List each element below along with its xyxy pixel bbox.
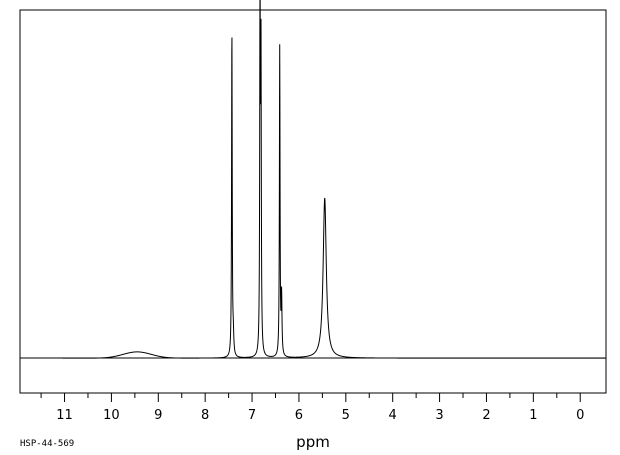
x-axis-label: ppm (296, 433, 330, 451)
x-axis-tick-labels: 11 10 9 8 7 6 5 4 3 2 1 0 (56, 408, 584, 423)
tick-label: 0 (576, 408, 584, 423)
sample-code: HSP-44-569 (20, 439, 74, 449)
tick-label: 2 (482, 408, 490, 423)
tick-label: 10 (103, 408, 120, 423)
x-axis-ticks (40, 393, 581, 402)
tick-label: 7 (248, 408, 256, 423)
tick-label: 3 (435, 408, 443, 423)
tick-label: 8 (201, 408, 209, 423)
tick-label: 4 (389, 408, 397, 423)
spectrum-trace (62, 0, 607, 359)
plot-frame (19, 9, 607, 394)
tick-label: 5 (342, 408, 350, 423)
tick-label: 1 (529, 408, 537, 423)
tick-label: 9 (154, 408, 162, 423)
tick-label: 11 (56, 408, 73, 423)
tick-label: 6 (295, 408, 303, 423)
